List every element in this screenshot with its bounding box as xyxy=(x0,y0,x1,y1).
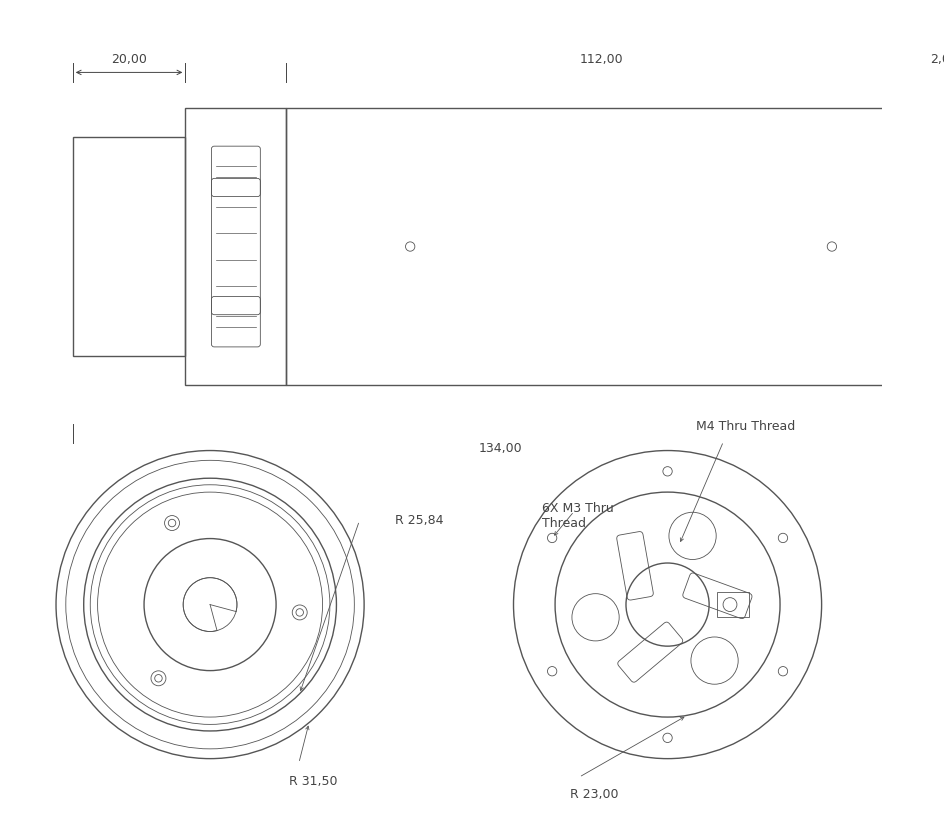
Bar xyxy=(73,137,185,356)
Text: R 25,84: R 25,84 xyxy=(395,514,443,527)
Text: 6X M3 Thru
Thread: 6X M3 Thru Thread xyxy=(541,502,613,530)
Text: R 31,50: R 31,50 xyxy=(289,776,338,788)
Text: 2,00: 2,00 xyxy=(930,53,944,66)
Bar xyxy=(185,108,286,385)
Text: 20,00: 20,00 xyxy=(111,53,147,66)
Text: R 23,00: R 23,00 xyxy=(569,787,617,801)
Bar xyxy=(916,108,926,385)
Text: 112,00: 112,00 xyxy=(579,53,622,66)
Text: M4 Thru Thread: M4 Thru Thread xyxy=(695,420,794,433)
Bar xyxy=(716,592,748,617)
Bar xyxy=(286,108,916,385)
Text: 134,00: 134,00 xyxy=(478,442,521,455)
